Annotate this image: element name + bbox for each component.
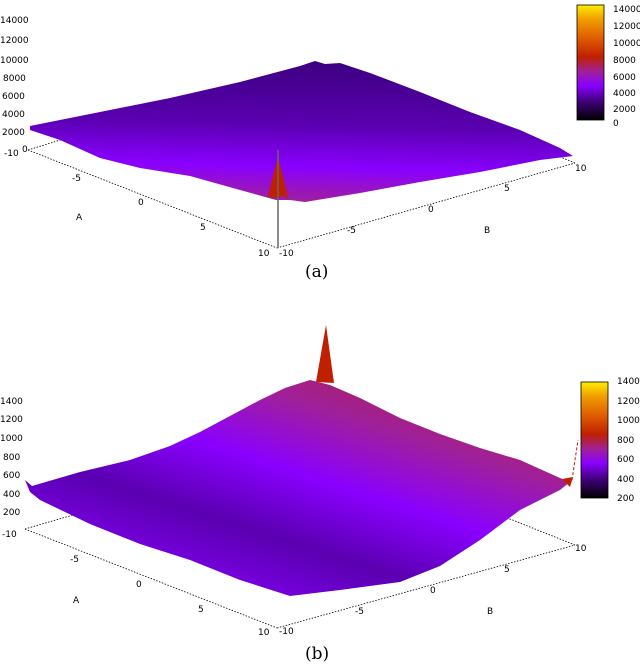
z-tick: 0 (22, 145, 28, 155)
colorbar-tick: 200 (617, 494, 634, 504)
z-tick: 14000 (0, 16, 29, 26)
surface-a (30, 61, 573, 202)
a-tick: -5 (70, 555, 79, 565)
spike-b (316, 325, 334, 383)
b-tick: -10 (279, 249, 294, 259)
panel-a-surface-plot: 14000 12000 10000 8000 6000 4000 2000 0 … (0, 0, 640, 290)
b-tick: 5 (504, 184, 510, 194)
a-tick: -5 (72, 174, 81, 184)
colorbar-tick: 6000 (613, 73, 636, 83)
axis-label-a: A (73, 596, 80, 606)
colorbar-tick: 4000 (613, 89, 636, 99)
edge-line-b (571, 439, 579, 481)
z-tick: 12000 (0, 36, 29, 46)
z-tick: 1000 (0, 434, 23, 444)
a-tick: 0 (136, 580, 142, 590)
axis-label-b: B (487, 607, 493, 617)
colorbar-a: 14000 12000 10000 8000 6000 4000 2000 0 (576, 4, 640, 129)
colorbar-tick: 12000 (613, 22, 640, 32)
a-tick: -10 (2, 530, 17, 540)
colorbar-tick: 800 (617, 436, 634, 446)
z-tick: 8000 (3, 74, 26, 84)
b-tick: -5 (355, 607, 364, 617)
a-tick: -10 (4, 149, 19, 159)
colorbar-tick: 10000 (613, 39, 640, 49)
colorbar-tick: 1000 (617, 416, 640, 426)
z-tick: 1200 (0, 415, 23, 425)
surface-b (25, 380, 570, 596)
b-tick: -5 (347, 226, 356, 236)
axis-label-b: B (484, 226, 490, 236)
a-tick: 5 (198, 605, 204, 615)
a-tick: 10 (258, 249, 270, 259)
colorbar-tick: 600 (617, 455, 634, 465)
a-tick: 0 (138, 198, 144, 208)
b-tick: 0 (428, 205, 434, 215)
colorbar-tick: 1200 (617, 397, 640, 407)
z-tick: 6000 (2, 92, 25, 102)
z-axis-ticks: 1400 1200 1000 800 600 400 200 (0, 397, 23, 518)
panel-b-svg: 1400 1200 1000 800 600 400 200 -10 -5 0 … (0, 325, 640, 638)
caption-a: (a) (305, 262, 329, 282)
base-axes (24, 509, 576, 629)
z-axis-ticks: 14000 12000 10000 8000 6000 4000 2000 0 (0, 16, 29, 155)
z-tick: 1400 (0, 397, 23, 407)
z-tick: 400 (3, 490, 20, 500)
colorbar-tick: 1400 (617, 377, 640, 387)
colorbar-tick: 8000 (613, 56, 636, 66)
edge-peak-b (562, 477, 573, 487)
b-tick: 5 (504, 565, 510, 575)
z-tick: 200 (3, 508, 20, 518)
colorbar-tick: 14000 (613, 5, 640, 15)
colorbar-b: 1400 1200 1000 800 600 400 200 (580, 377, 640, 504)
a-tick: 10 (258, 628, 270, 638)
b-tick: 0 (430, 586, 436, 596)
b-tick: 10 (575, 164, 587, 174)
z-tick: 4000 (2, 110, 25, 120)
z-tick: 800 (3, 453, 20, 463)
b-tick: -10 (279, 627, 294, 637)
colorbar-tick: 0 (613, 119, 619, 129)
z-tick: 10000 (0, 56, 29, 66)
colorbar-tick: 400 (617, 475, 634, 485)
caption-b: (b) (305, 644, 330, 664)
colorbar-tick: 2000 (613, 105, 636, 115)
a-tick: 5 (200, 223, 206, 233)
axis-label-a: A (76, 213, 83, 223)
z-tick: 600 (3, 471, 20, 481)
panel-a-svg: 14000 12000 10000 8000 6000 4000 2000 0 … (0, 4, 640, 259)
z-tick: 2000 (2, 128, 25, 138)
panel-b-surface-plot: 1400 1200 1000 800 600 400 200 -10 -5 0 … (0, 320, 640, 665)
b-tick: 10 (575, 544, 587, 554)
